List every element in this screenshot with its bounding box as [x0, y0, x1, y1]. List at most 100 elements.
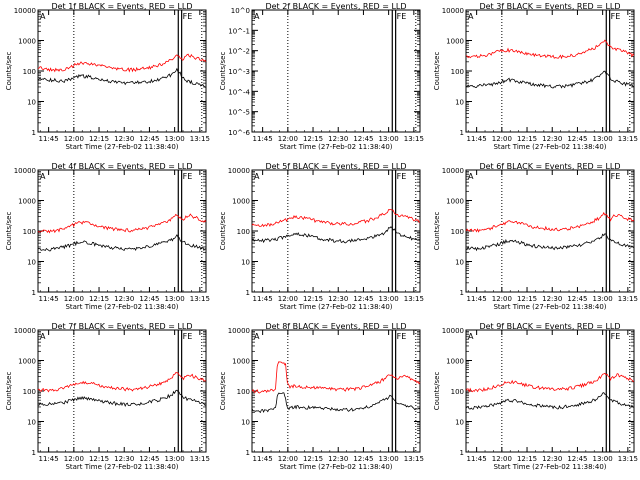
x-tick-label: 12:00 — [64, 295, 84, 303]
y-axis-title: Counts/sec — [5, 372, 13, 411]
series-events-line — [251, 392, 421, 414]
x-tick-label: 12:30 — [542, 455, 562, 463]
y-tick-label: 1000 — [232, 198, 250, 206]
x-tick-label: 12:45 — [353, 295, 373, 303]
x-tick-label: 12:00 — [492, 455, 512, 463]
marker-label-fe: FE — [397, 332, 407, 341]
x-tick-label: 13:15 — [404, 135, 424, 143]
plot-frame — [251, 9, 421, 133]
x-tick-label: 12:45 — [139, 295, 159, 303]
x-tick-label: 12:15 — [89, 455, 109, 463]
x-tick-label: 12:45 — [567, 295, 587, 303]
y-tick-label: 10000 — [442, 327, 464, 335]
y-tick-label: 10 — [455, 259, 464, 267]
marker-label-fe: FE — [397, 12, 407, 21]
x-tick-label: 12:15 — [303, 455, 323, 463]
x-tick-label: 11:45 — [39, 135, 59, 143]
y-tick-label: 1 — [460, 289, 464, 297]
x-tick-label: 13:00 — [165, 135, 185, 143]
x-axis-title: Start Time (27-Feb-02 11:38:40) — [279, 143, 392, 151]
panel-5: Det 5f BLACK = Events, RED = LLD 1 10 100 10… — [219, 162, 424, 311]
x-tick-label: 12:30 — [114, 135, 134, 143]
x-tick-label: 12:00 — [64, 135, 84, 143]
x-tick-label: 12:30 — [114, 455, 134, 463]
x-tick-label: 12:15 — [517, 295, 537, 303]
y-axis-title: Counts/sec — [5, 212, 13, 251]
y-tick-label: 1000 — [18, 358, 36, 366]
x-tick-label: 12:15 — [517, 455, 537, 463]
y-tick-label: 10 — [455, 419, 464, 427]
x-tick-label: 12:00 — [278, 295, 298, 303]
series-lld-line — [251, 361, 421, 394]
marker-label-start: A — [40, 172, 46, 181]
series-events-line — [37, 389, 207, 408]
x-tick-label: 11:45 — [253, 135, 273, 143]
series-lld-line — [37, 213, 207, 234]
x-tick-label: 13:00 — [165, 295, 185, 303]
marker-label-start: A — [468, 172, 474, 181]
panel-2: Det 2f BLACK = Events, RED = LLD 10^0 10^-… — [219, 2, 424, 151]
y-tick-label: 100 — [451, 228, 464, 236]
x-tick-label: 12:45 — [353, 135, 373, 143]
panel-3: Det 3f BLACK = Events, RED = LLD 1 10 100 10… — [433, 2, 638, 151]
marker-label-fe: FE — [611, 172, 621, 181]
x-tick-label: 13:15 — [618, 135, 638, 143]
y-axis-title: Counts/sec — [5, 52, 13, 91]
x-tick-label: 12:30 — [114, 295, 134, 303]
x-tick-label: 12:45 — [353, 455, 373, 463]
panel-8: Det 8f BLACK = Events, RED = LLD 1 10 100 10… — [219, 322, 424, 471]
panel-title: Det 4f BLACK = Events, RED = LLD — [51, 162, 192, 171]
x-tick-label: 13:00 — [593, 135, 613, 143]
y-tick-label: 1000 — [232, 358, 250, 366]
y-tick-label: 100 — [237, 388, 250, 396]
plot-frame — [251, 169, 421, 293]
panel-title: Det 8f BLACK = Events, RED = LLD — [265, 322, 406, 331]
y-tick-label: 1 — [32, 449, 36, 457]
x-tick-label: 13:00 — [165, 455, 185, 463]
plot-frame — [37, 329, 207, 453]
x-tick-label: 13:00 — [379, 455, 399, 463]
marker-label-start: A — [254, 332, 260, 341]
y-tick-label: 10 — [27, 259, 36, 267]
panel-4: Det 4f BLACK = Events, RED = LLD 1 10 100 10… — [5, 162, 210, 311]
x-tick-label: 13:15 — [404, 295, 424, 303]
panel-title: Det 3f BLACK = Events, RED = LLD — [479, 2, 620, 11]
x-tick-label: 12:00 — [278, 135, 298, 143]
series-lld-line — [251, 209, 421, 228]
y-tick-label: 10 — [241, 259, 250, 267]
x-tick-label: 11:45 — [253, 295, 273, 303]
y-tick-label: 10^-5 — [228, 109, 250, 117]
x-tick-label: 11:45 — [467, 295, 487, 303]
panel-title: Det 6f BLACK = Events, RED = LLD — [479, 162, 620, 171]
y-tick-label: 100 — [23, 388, 36, 396]
y-tick-label: 1 — [246, 289, 250, 297]
y-tick-label: 1000 — [446, 198, 464, 206]
y-tick-label: 10000 — [228, 167, 250, 175]
y-tick-label: 1000 — [446, 38, 464, 46]
series-events-line — [37, 234, 207, 252]
x-tick-label: 13:00 — [593, 295, 613, 303]
y-tick-label: 10000 — [228, 327, 250, 335]
y-tick-label: 10^0 — [231, 7, 250, 15]
x-tick-label: 12:30 — [542, 135, 562, 143]
plot-frame — [465, 329, 635, 453]
x-tick-label: 12:45 — [139, 455, 159, 463]
y-tick-label: 10^-4 — [228, 88, 250, 96]
marker-label-fe: FE — [611, 12, 621, 21]
x-axis-title: Start Time (27-Feb-02 11:38:40) — [493, 303, 606, 311]
panel-title: Det 2f BLACK = Events, RED = LLD — [265, 2, 406, 11]
marker-label-fe: FE — [397, 172, 407, 181]
x-tick-label: 12:15 — [303, 295, 323, 303]
series-lld-line — [37, 372, 207, 393]
marker-label-start: A — [468, 12, 474, 21]
marker-label-start: A — [468, 332, 474, 341]
x-tick-label: 12:15 — [517, 135, 537, 143]
panel-title: Det 9f BLACK = Events, RED = LLD — [479, 322, 620, 331]
y-tick-label: 1 — [246, 449, 250, 457]
y-tick-label: 10 — [455, 99, 464, 107]
x-tick-label: 12:30 — [542, 295, 562, 303]
panel-7: Det 7f BLACK = Events, RED = LLD 1 10 100 10… — [5, 322, 210, 471]
y-tick-label: 10000 — [14, 7, 36, 15]
marker-label-fe: FE — [183, 332, 193, 341]
